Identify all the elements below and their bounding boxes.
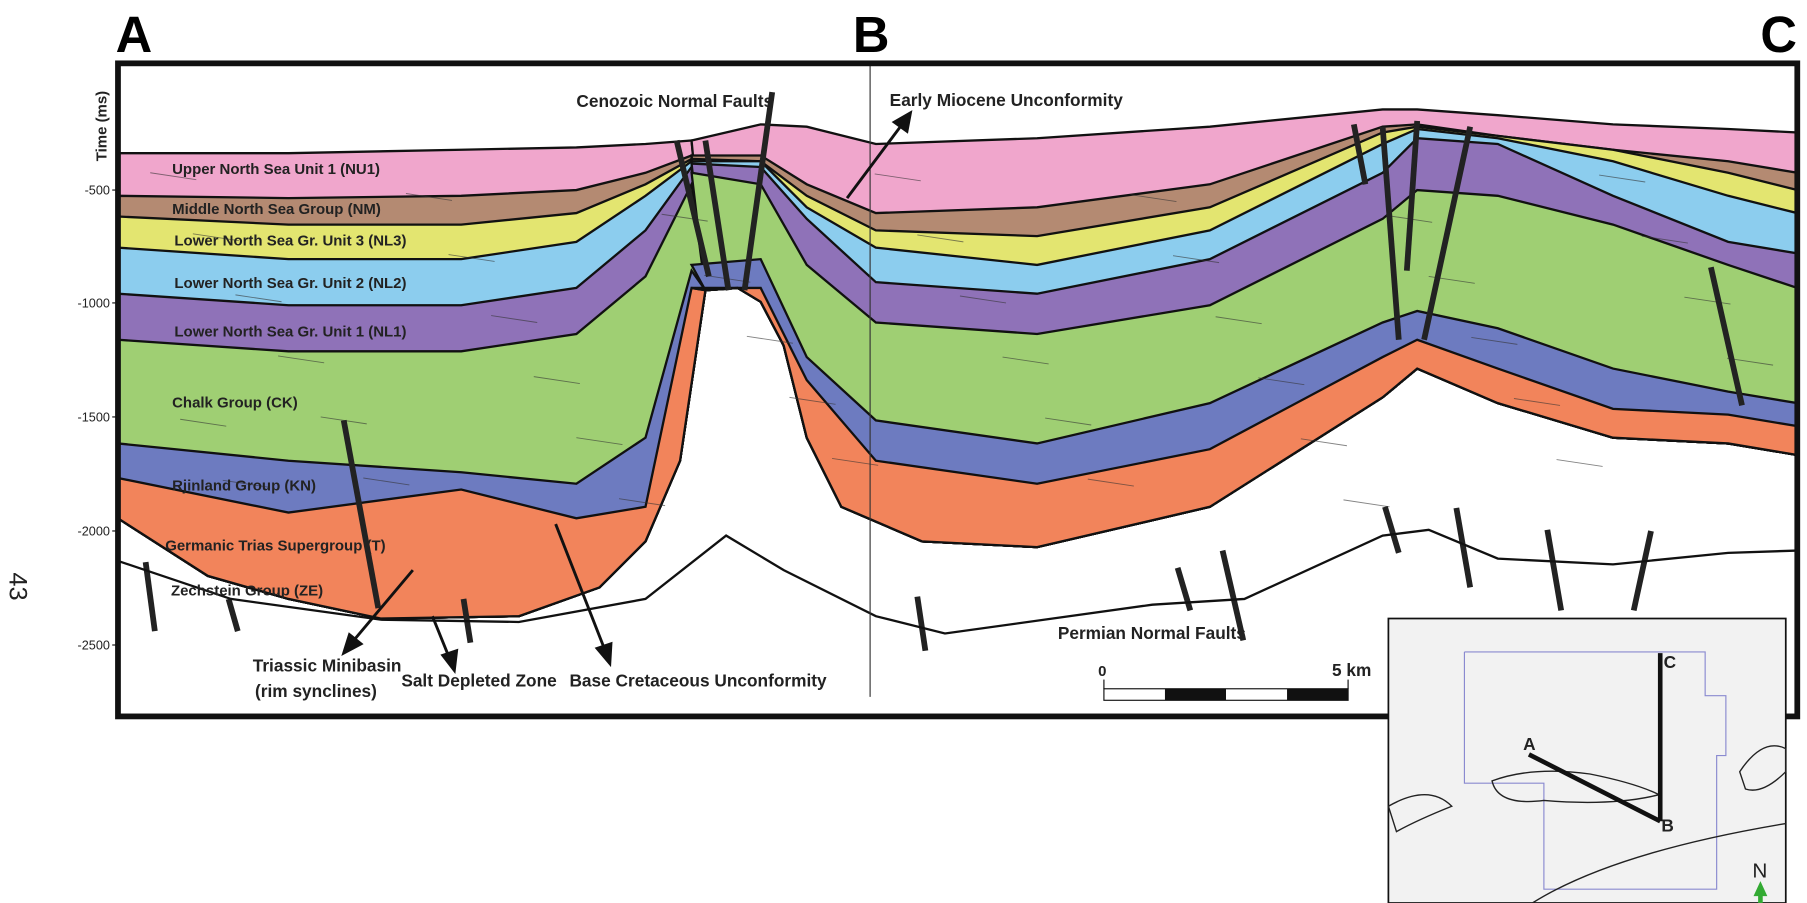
bedding xyxy=(1045,417,1092,426)
bedding xyxy=(1215,316,1262,325)
bedding xyxy=(959,295,1007,304)
layer-label: Lower North Sea Gr. Unit 3 (NL3) xyxy=(174,232,406,249)
bedding xyxy=(1300,438,1348,447)
layer-label: Germanic Trias Supergroup (T) xyxy=(165,538,385,555)
bedding xyxy=(278,355,325,364)
layer-label: Chalk Group (CK) xyxy=(172,395,298,412)
inset-label: C xyxy=(1664,652,1676,672)
annotation: Base Cretaceous Unconformity xyxy=(569,670,827,690)
bedding xyxy=(448,254,495,262)
layer-label: Zechstein Group (ZE) xyxy=(171,582,323,599)
section-label: C xyxy=(1760,6,1797,63)
bedding xyxy=(1087,478,1134,487)
section-label: A xyxy=(116,6,153,63)
layer-label: Rjinland Group (KN) xyxy=(172,478,316,495)
stratum xyxy=(116,286,707,620)
bedding xyxy=(150,172,197,181)
inset-label: B xyxy=(1661,816,1673,836)
bedding xyxy=(222,479,269,488)
north-label: N xyxy=(1752,860,1767,883)
bedding xyxy=(1343,499,1390,508)
bedding xyxy=(576,437,623,446)
layer-label: Upper North Sea Unit 1 (NU1) xyxy=(172,161,380,178)
bedding xyxy=(1599,174,1646,183)
tick-label: -2500 xyxy=(78,639,110,653)
layer-label: Lower North Sea Gr. Unit 2 (NL2) xyxy=(174,275,406,292)
bedding xyxy=(1002,356,1049,365)
annotation: Early Miocene Unconformity xyxy=(890,90,1124,110)
bedding xyxy=(1556,459,1603,467)
scale-label: 0 xyxy=(1098,663,1106,680)
bedding xyxy=(789,396,836,405)
bedding xyxy=(661,213,708,222)
bedding xyxy=(363,477,410,486)
bedding xyxy=(1513,398,1561,406)
arrows xyxy=(341,110,913,675)
tick-label: -1000 xyxy=(78,297,110,311)
axis-title: Time (ms) xyxy=(93,91,110,161)
page-number: 43 xyxy=(4,572,32,600)
layer-label: Lower North Sea Gr. Unit 1 (NL1) xyxy=(174,323,406,340)
annotation: Permian Normal Faults xyxy=(1058,623,1246,643)
inset-label: A xyxy=(1523,734,1536,754)
bedding xyxy=(1130,194,1177,203)
annotation: Triassic Minibasin xyxy=(253,655,402,675)
inset-map xyxy=(1387,617,1787,903)
annotation: Cenozoic Normal Faults xyxy=(576,91,773,111)
scale-bar xyxy=(1103,679,1349,701)
bedding xyxy=(917,234,964,243)
scale-label: 5 km xyxy=(1332,660,1371,680)
annotation: Salt Depleted Zone xyxy=(401,670,557,690)
layer-label: Middle North Sea Group (NM) xyxy=(172,201,381,218)
zechstein-base xyxy=(117,528,1798,635)
bedding xyxy=(1471,337,1518,345)
bedding xyxy=(1641,235,1688,244)
bedding xyxy=(1258,377,1305,386)
bedding xyxy=(1726,357,1774,366)
frame xyxy=(115,60,1801,720)
bedding xyxy=(533,376,580,385)
bedding xyxy=(874,173,921,182)
bedding xyxy=(491,315,538,323)
bedding xyxy=(1172,255,1220,264)
bedding xyxy=(746,335,793,344)
bedding xyxy=(1684,296,1731,305)
bedding xyxy=(192,233,239,242)
bedding xyxy=(180,418,227,427)
strata xyxy=(116,108,1799,620)
tick-label: -2000 xyxy=(78,525,110,539)
tick-label: -1500 xyxy=(78,411,110,425)
bedding xyxy=(235,294,282,303)
stratum xyxy=(691,286,1799,549)
bedding xyxy=(618,498,666,507)
tick-label: -500 xyxy=(85,184,110,198)
annotation: (rim synclines) xyxy=(255,681,377,701)
bedding xyxy=(405,193,453,201)
section-label: B xyxy=(853,6,890,63)
